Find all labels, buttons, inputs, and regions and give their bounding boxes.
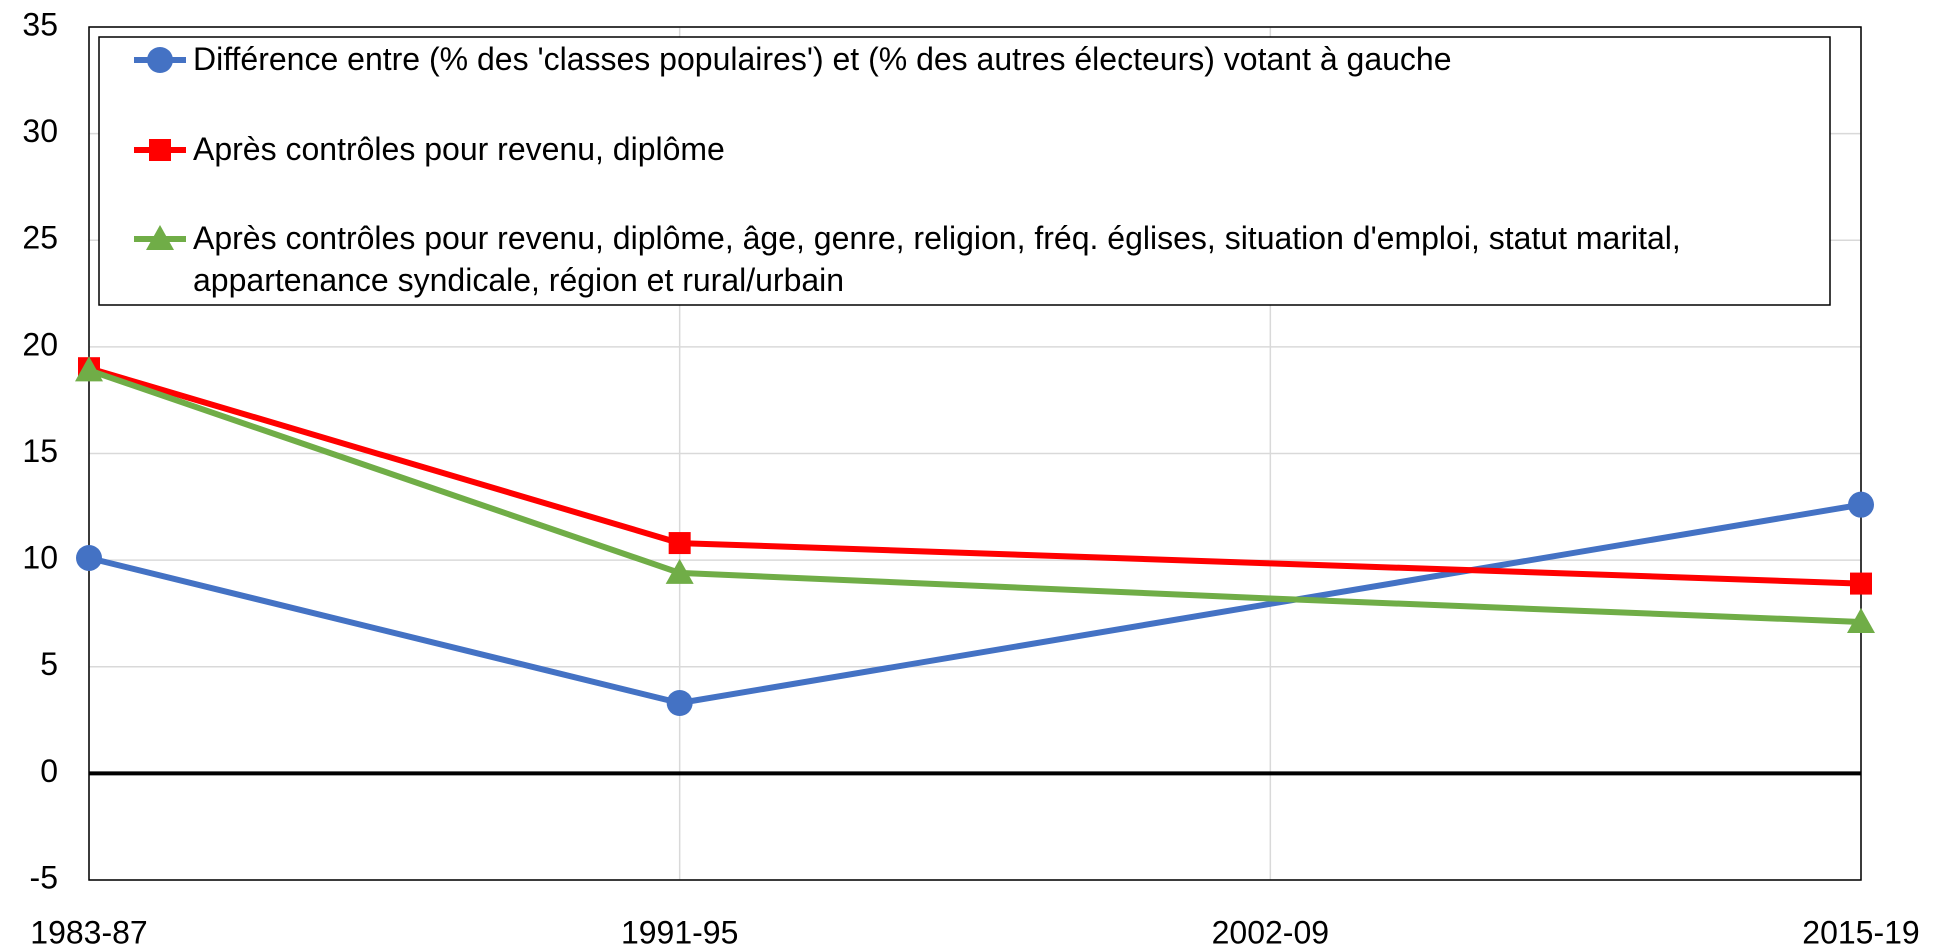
y-tick-label: 35 bbox=[22, 6, 58, 42]
y-tick-label: -5 bbox=[30, 859, 58, 895]
plot-border bbox=[88, 26, 1862, 881]
y-tick-label: 15 bbox=[22, 433, 58, 469]
marker bbox=[1847, 607, 1875, 633]
y-tick-label: 20 bbox=[22, 326, 58, 362]
x-tick-label: 2002-09 bbox=[1212, 914, 1329, 946]
marker bbox=[1848, 491, 1874, 518]
y-tick-label: 0 bbox=[40, 753, 58, 789]
legend-label: Différence entre (% des 'classes populai… bbox=[193, 41, 1452, 77]
y-tick-label: 10 bbox=[22, 540, 58, 576]
legend-label: Après contrôles pour revenu, diplôme bbox=[193, 131, 725, 167]
series-line bbox=[88, 367, 1862, 625]
legend-label: Après contrôles pour revenu, diplôme, âg… bbox=[193, 220, 1681, 298]
marker bbox=[76, 544, 102, 571]
marker bbox=[666, 690, 693, 717]
series-line bbox=[88, 501, 1862, 707]
legend-entry: Après contrôles pour revenu, diplôme, âg… bbox=[193, 220, 1681, 298]
marker bbox=[668, 532, 691, 555]
x-tick-label: 2015-19 bbox=[1802, 914, 1919, 946]
marker bbox=[75, 356, 103, 382]
series bbox=[78, 357, 1872, 595]
series-line bbox=[88, 365, 1862, 587]
marker bbox=[147, 47, 173, 73]
legend-entry: Après contrôles pour revenu, diplôme bbox=[193, 131, 725, 167]
x-tick-label: 1983-87 bbox=[30, 914, 147, 946]
legend-box bbox=[98, 36, 1831, 306]
marker bbox=[149, 139, 171, 161]
series bbox=[76, 491, 1874, 717]
legend-entry: Différence entre (% des 'classes populai… bbox=[193, 41, 1452, 77]
x-tick-label: 1991-95 bbox=[621, 914, 738, 946]
y-tick-label: 25 bbox=[22, 220, 58, 256]
y-tick-label: 5 bbox=[40, 646, 58, 682]
marker bbox=[665, 558, 694, 584]
marker bbox=[146, 225, 174, 250]
series bbox=[75, 356, 1875, 633]
y-tick-label: 30 bbox=[22, 113, 58, 149]
marker bbox=[1850, 572, 1872, 595]
